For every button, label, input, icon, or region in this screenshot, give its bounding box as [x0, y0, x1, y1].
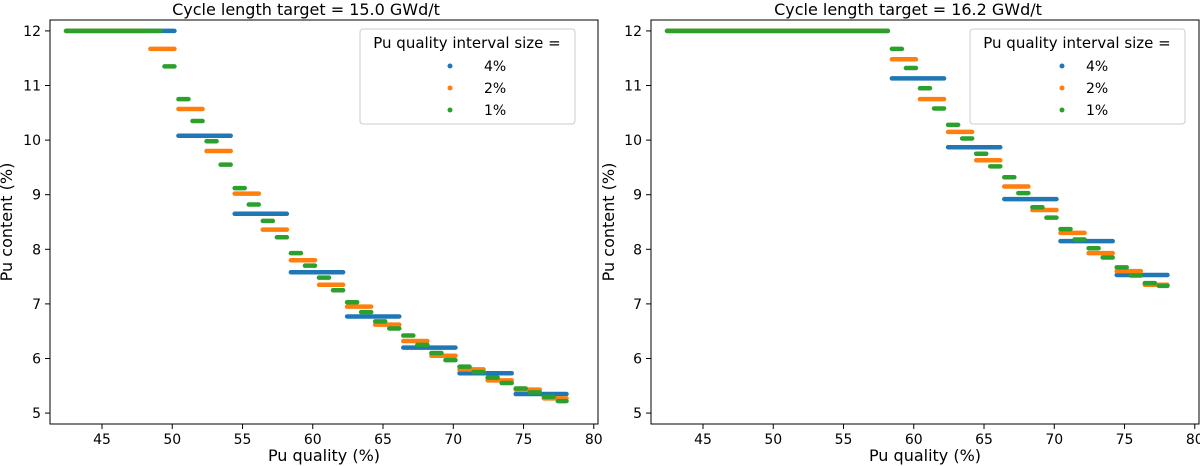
chart-1-x-tick-label-7: 80	[585, 432, 603, 448]
chart-2-legend-label-3: 1%	[1086, 103, 1108, 119]
chart-2-x-tick-label-2: 55	[835, 432, 853, 448]
chart-1-legend-title: Pu quality interval size =	[373, 34, 561, 52]
chart-1-series-4%	[63, 28, 569, 397]
chart-2-x-tick-label-5: 70	[1045, 432, 1063, 448]
chart-1-x-tick-label-3: 60	[304, 432, 322, 448]
chart-panel-2: Cycle length target = 16.2 GWd/t 45 50 55 6…	[599, 0, 1200, 465]
chart-1-y-tick-label-1: 6	[32, 351, 41, 367]
chart-2-x-tick-label-1: 50	[764, 432, 782, 448]
chart-1-y-tick-label-2: 7	[32, 297, 41, 313]
chart-2-x-tick-label-6: 75	[1116, 432, 1134, 448]
chart-1-y-axis: 5 6 7 8 9 10 11 12	[23, 24, 50, 422]
chart-1-y-tick-label-0: 5	[32, 406, 41, 422]
chart-1-y-tick-label-6: 11	[23, 79, 41, 95]
chart-2-y-tick-label-4: 9	[633, 188, 642, 204]
chart-2-legend-title: Pu quality interval size =	[983, 34, 1171, 52]
chart-2-y-axis-label: Pu content (%)	[599, 163, 618, 282]
chart-1-y-tick-label-4: 9	[32, 188, 41, 204]
chart-2-x-tick-label-3: 60	[905, 432, 923, 448]
chart-1-y-tick-label-3: 8	[32, 242, 41, 258]
chart-2-x-tick-label-4: 65	[975, 432, 993, 448]
chart-2-y-tick-label-6: 11	[624, 79, 642, 95]
chart-2-legend-marker-1	[1059, 63, 1065, 69]
chart-1-series-1%	[63, 28, 569, 404]
chart-2-x-tick-label-0: 45	[694, 432, 712, 448]
chart-2-series-1%	[664, 28, 1170, 289]
chart-1-legend: Pu quality interval size = 4% 2% 1%	[359, 28, 576, 125]
chart-2-x-axis: 45 50 55 60 65 70 75 80	[694, 424, 1200, 448]
chart-2-y-tick-label-0: 5	[633, 406, 642, 422]
chart-1-x-tick-label-6: 75	[515, 432, 533, 448]
chart-1-legend-label-1: 4%	[484, 59, 506, 75]
chart-2-marks	[664, 28, 1170, 289]
chart-2-x-tick-label-7: 80	[1186, 432, 1200, 448]
chart-2-y-tick-label-2: 7	[633, 297, 642, 313]
chart-2-y-tick-label-3: 8	[633, 242, 642, 258]
chart-1-x-tick-label-2: 55	[234, 432, 252, 448]
chart-2-y-tick-label-7: 12	[624, 24, 642, 40]
chart-2-legend-marker-3	[1059, 107, 1065, 113]
chart-1-x-tick-label-5: 70	[444, 432, 462, 448]
chart-1-y-tick-label-5: 10	[23, 133, 41, 149]
chart-panel-1: Cycle length target = 15.0 GWd/t 45 50 55 6…	[0, 0, 603, 465]
chart-2-legend-label-2: 2%	[1086, 81, 1108, 97]
chart-1-legend-marker-1	[447, 63, 453, 69]
chart-2-y-axis: 5 6 7 8 9 10 11 12	[624, 24, 651, 422]
chart-2-legend-box	[969, 28, 1186, 125]
chart-1-y-axis-label: Pu content (%)	[0, 163, 16, 282]
chart-1-y-tick-label-7: 12	[23, 24, 41, 40]
chart-2-legend-marker-2	[1059, 85, 1065, 91]
chart-1-title: Cycle length target = 15.0 GWd/t	[172, 0, 440, 19]
chart-1-x-axis-label: Pu quality (%)	[268, 446, 380, 465]
chart-2-y-tick-label-1: 6	[633, 351, 642, 367]
chart-2-legend-label-1: 4%	[1086, 59, 1108, 75]
chart-1-x-tick-label-1: 50	[163, 432, 181, 448]
chart-1-x-tick-label-0: 45	[93, 432, 111, 448]
chart-1-legend-marker-3	[447, 107, 453, 113]
chart-1-legend-marker-2	[447, 85, 453, 91]
chart-1-marks	[63, 28, 569, 404]
chart-1-x-tick-label-4: 65	[374, 432, 392, 448]
chart-1-x-axis: 45 50 55 60 65 70 75 80	[93, 424, 603, 448]
chart-2-y-tick-label-5: 10	[624, 133, 642, 149]
chart-2-title: Cycle length target = 16.2 GWd/t	[774, 0, 1042, 19]
chart-1-legend-label-2: 2%	[484, 81, 506, 97]
chart-2-legend: Pu quality interval size = 4% 2% 1%	[969, 28, 1186, 125]
chart-1-legend-box	[359, 28, 576, 125]
chart-1-legend-label-3: 1%	[484, 103, 506, 119]
chart-2-x-axis-label: Pu quality (%)	[869, 446, 981, 465]
